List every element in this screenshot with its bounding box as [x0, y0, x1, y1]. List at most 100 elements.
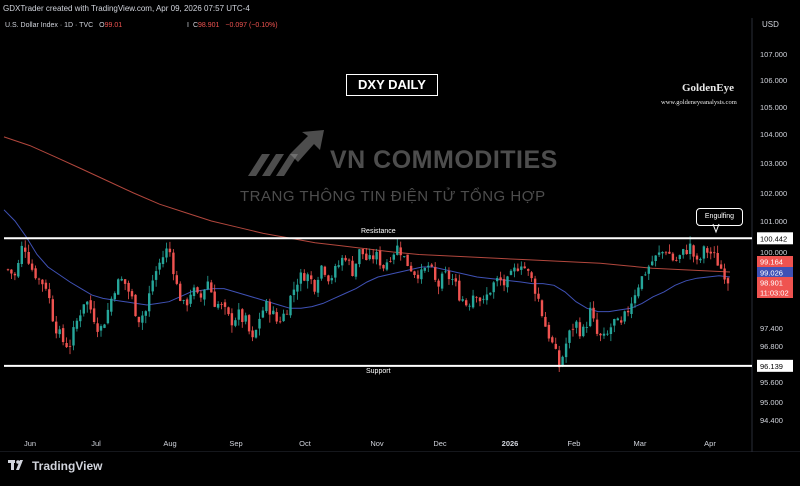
candle-body	[675, 260, 678, 261]
watermark-subtitle: TRANG THÔNG TIN ĐIỆN TỬ TỔNG HỢP	[240, 188, 546, 205]
candle-body	[86, 301, 89, 305]
candle-body	[120, 278, 123, 281]
change-value: −0.097 (−0.10%)	[225, 22, 278, 29]
y-tick-label: 100.000	[760, 248, 787, 257]
candle-body	[537, 293, 540, 299]
support-label: Support	[366, 368, 391, 375]
candle-body	[403, 256, 406, 257]
candle-body	[530, 272, 533, 279]
symbol-name: U.S. Dollar Index · 1D · TVC	[5, 22, 94, 29]
candle-body	[640, 276, 644, 289]
last-price-text: 99.164	[760, 258, 783, 267]
candle-body	[633, 295, 637, 304]
candle-body	[654, 255, 657, 261]
x-tick-label: Feb	[568, 439, 581, 448]
last-price-tag	[757, 267, 793, 278]
candle-body	[247, 315, 251, 332]
candle-body	[279, 321, 282, 323]
symbol-legend[interactable]: U.S. Dollar Index · 1D · TVC O99.01	[5, 22, 122, 29]
candle-body	[644, 274, 647, 276]
y-tick-label: 97.400	[760, 324, 783, 333]
candle-body	[392, 254, 395, 260]
candle-body	[533, 278, 537, 294]
candle-body	[678, 255, 681, 259]
time-axis: Jun Jul Aug Sep Oct Nov Dec 2026 Feb Mar Apr	[24, 439, 716, 448]
x-tick-label: Dec	[433, 439, 447, 448]
candle-body	[137, 316, 141, 323]
last-price-tag	[757, 277, 793, 288]
candle-body	[44, 282, 48, 289]
x-tick-label: Sep	[229, 439, 242, 448]
candle-body	[492, 282, 495, 293]
candle-body	[79, 315, 82, 322]
candle-body	[220, 304, 223, 305]
candle-body	[430, 264, 433, 267]
candle-body	[702, 246, 706, 259]
candle-body	[130, 291, 134, 297]
candle-body	[154, 271, 158, 280]
candle-body	[575, 321, 578, 328]
candle-body	[265, 301, 268, 312]
candle-body	[502, 279, 506, 286]
candle-body	[413, 271, 416, 275]
candle-body	[334, 266, 337, 278]
candle-body	[499, 277, 502, 281]
candle-body	[427, 265, 430, 268]
candle-body	[216, 304, 220, 308]
x-tick-label: Nov	[370, 439, 384, 448]
candle-body	[547, 324, 551, 339]
candle-body	[523, 266, 526, 269]
last-price-text: 99.026	[760, 269, 783, 278]
candle-body	[558, 350, 561, 368]
candle-body	[713, 252, 716, 254]
candle-body	[92, 308, 96, 322]
candle-body	[148, 293, 151, 312]
tradingview-logo[interactable]: TradingView	[8, 458, 102, 473]
candle-body	[344, 257, 347, 261]
candle-body	[475, 296, 478, 298]
candle-body	[354, 263, 358, 277]
candle-body	[423, 268, 426, 271]
candle-body	[409, 265, 413, 272]
candle-body	[630, 303, 633, 314]
created-by-text: GDXTrader created with TradingView.com, …	[3, 4, 250, 13]
candle-body	[37, 278, 41, 280]
candle-body	[516, 268, 520, 271]
candle-body	[213, 291, 216, 307]
candle-body	[626, 310, 630, 313]
candle-body	[396, 245, 399, 255]
candle-body	[668, 251, 671, 254]
candle-body	[564, 343, 568, 358]
candle-body	[103, 324, 106, 328]
candle-body	[158, 262, 161, 270]
candle-body	[358, 249, 361, 265]
candle-body	[582, 326, 585, 337]
candle-body	[647, 266, 650, 274]
candle-body	[261, 310, 265, 318]
candle-body	[24, 247, 27, 252]
candle-body	[709, 251, 712, 254]
candle-body	[206, 281, 209, 290]
candle-body	[719, 264, 723, 269]
candle-body	[282, 313, 285, 322]
currency-label[interactable]: USD	[762, 20, 779, 29]
candle-body	[48, 289, 51, 299]
candle-body	[306, 274, 309, 282]
candle-body	[72, 327, 75, 346]
last-price-text: 98.901	[760, 279, 783, 288]
x-tick-label: 2026	[502, 439, 519, 448]
candle-body	[61, 328, 65, 342]
candle-body	[106, 309, 110, 324]
candle-body	[682, 249, 685, 255]
y-tick-label: 103.000	[760, 159, 787, 168]
candle-body	[168, 248, 172, 253]
candle-body	[244, 315, 247, 322]
candle-body	[585, 327, 588, 328]
candle-body	[17, 263, 20, 277]
candle-body	[372, 255, 375, 260]
candle-body	[182, 300, 185, 301]
candle-body	[458, 280, 461, 301]
candle-body	[375, 251, 378, 260]
candle-body	[471, 295, 475, 308]
